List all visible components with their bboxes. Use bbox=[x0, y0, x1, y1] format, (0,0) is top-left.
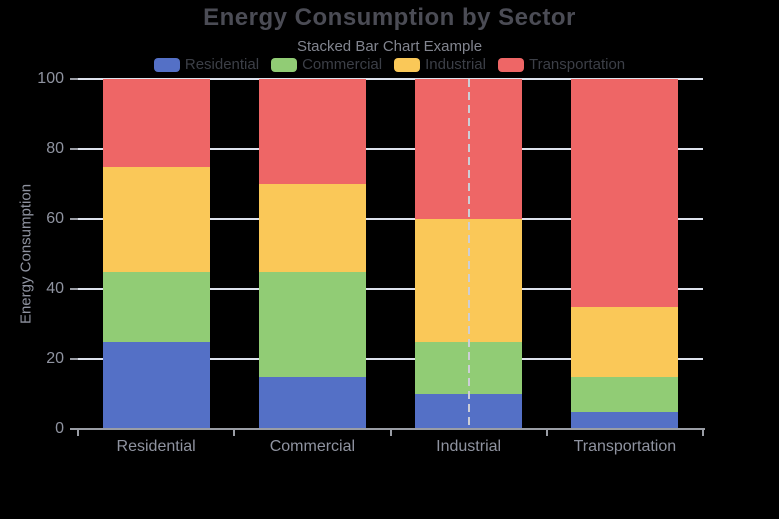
y-tick-label: 60 bbox=[46, 210, 64, 227]
gridline-40 bbox=[78, 288, 703, 290]
legend-item-transportation[interactable]: Transportation bbox=[497, 56, 626, 73]
gridline-60 bbox=[78, 218, 703, 220]
bar-segment-residential-commercial[interactable] bbox=[102, 271, 210, 342]
bar-segment-transportation-residential[interactable] bbox=[571, 411, 679, 429]
y-tick-label: 100 bbox=[37, 70, 64, 87]
legend-label: Transportation bbox=[528, 56, 626, 73]
bar-segment-residential-industrial[interactable] bbox=[102, 166, 210, 272]
y-axis-tick bbox=[70, 218, 78, 220]
legend-item-commercial[interactable]: Commercial bbox=[271, 56, 382, 73]
legend-label: Commercial bbox=[302, 56, 383, 73]
bar-segment-transportation-transportation[interactable] bbox=[571, 79, 679, 307]
bar-segment-commercial-residential[interactable] bbox=[258, 376, 366, 429]
y-axis-title: Energy Consumption bbox=[17, 183, 35, 325]
chart-title: Energy Consumption by Sector bbox=[203, 4, 576, 31]
legend-label: Industrial bbox=[425, 56, 486, 73]
chart-subtitle: Stacked Bar Chart Example bbox=[296, 38, 483, 55]
x-axis-tick bbox=[233, 430, 236, 436]
y-axis-tick bbox=[70, 358, 78, 360]
y-tick-label: 80 bbox=[46, 140, 64, 157]
x-axis-tick bbox=[389, 430, 392, 436]
x-axis-tick bbox=[702, 430, 704, 436]
legend-swatch-industrial-icon bbox=[394, 57, 421, 72]
legend: Residential Commercial Industrial Transport… bbox=[0, 56, 779, 73]
bar-segment-commercial-industrial[interactable] bbox=[258, 184, 366, 272]
gridline-20 bbox=[78, 358, 703, 360]
y-axis-tick bbox=[70, 428, 78, 430]
legend-item-residential[interactable]: Residential bbox=[153, 56, 260, 73]
x-tick-label-industrial: Industrial bbox=[436, 438, 502, 455]
y-tick-label: 20 bbox=[46, 350, 64, 367]
bar-residential bbox=[102, 79, 210, 429]
bar-commercial bbox=[258, 79, 366, 429]
x-axis-tick bbox=[545, 430, 548, 436]
gridline-100 bbox=[78, 78, 703, 80]
bar-transportation bbox=[571, 79, 679, 429]
y-tick-label: 40 bbox=[46, 280, 64, 297]
gridline-80 bbox=[78, 148, 703, 150]
y-axis-tick bbox=[70, 148, 78, 150]
x-tick-label-commercial: Commercial bbox=[269, 438, 356, 455]
bar-segment-commercial-transportation[interactable] bbox=[258, 79, 366, 184]
x-tick-label-residential: Residential bbox=[116, 438, 196, 455]
legend-swatch-commercial-icon bbox=[271, 57, 298, 72]
bar-segment-transportation-commercial[interactable] bbox=[571, 376, 679, 412]
bar-segment-residential-residential[interactable] bbox=[102, 341, 210, 429]
plot-area bbox=[78, 78, 703, 429]
x-tick-label-transportation: Transportation bbox=[573, 438, 677, 455]
axis-pointer-dashed-line bbox=[467, 79, 470, 429]
bar-segment-commercial-commercial[interactable] bbox=[258, 271, 366, 377]
legend-item-industrial[interactable]: Industrial bbox=[394, 56, 486, 73]
legend-swatch-transportation-icon bbox=[497, 57, 524, 72]
legend-swatch-residential-icon bbox=[153, 57, 180, 72]
legend-label: Residential bbox=[184, 56, 260, 73]
y-tick-label: 0 bbox=[55, 420, 64, 437]
bar-segment-transportation-industrial[interactable] bbox=[571, 306, 679, 377]
x-axis-line bbox=[78, 428, 705, 430]
y-axis-tick bbox=[70, 288, 78, 290]
bar-segment-residential-transportation[interactable] bbox=[102, 79, 210, 167]
y-axis-tick bbox=[70, 78, 78, 80]
x-axis-tick bbox=[77, 430, 79, 436]
